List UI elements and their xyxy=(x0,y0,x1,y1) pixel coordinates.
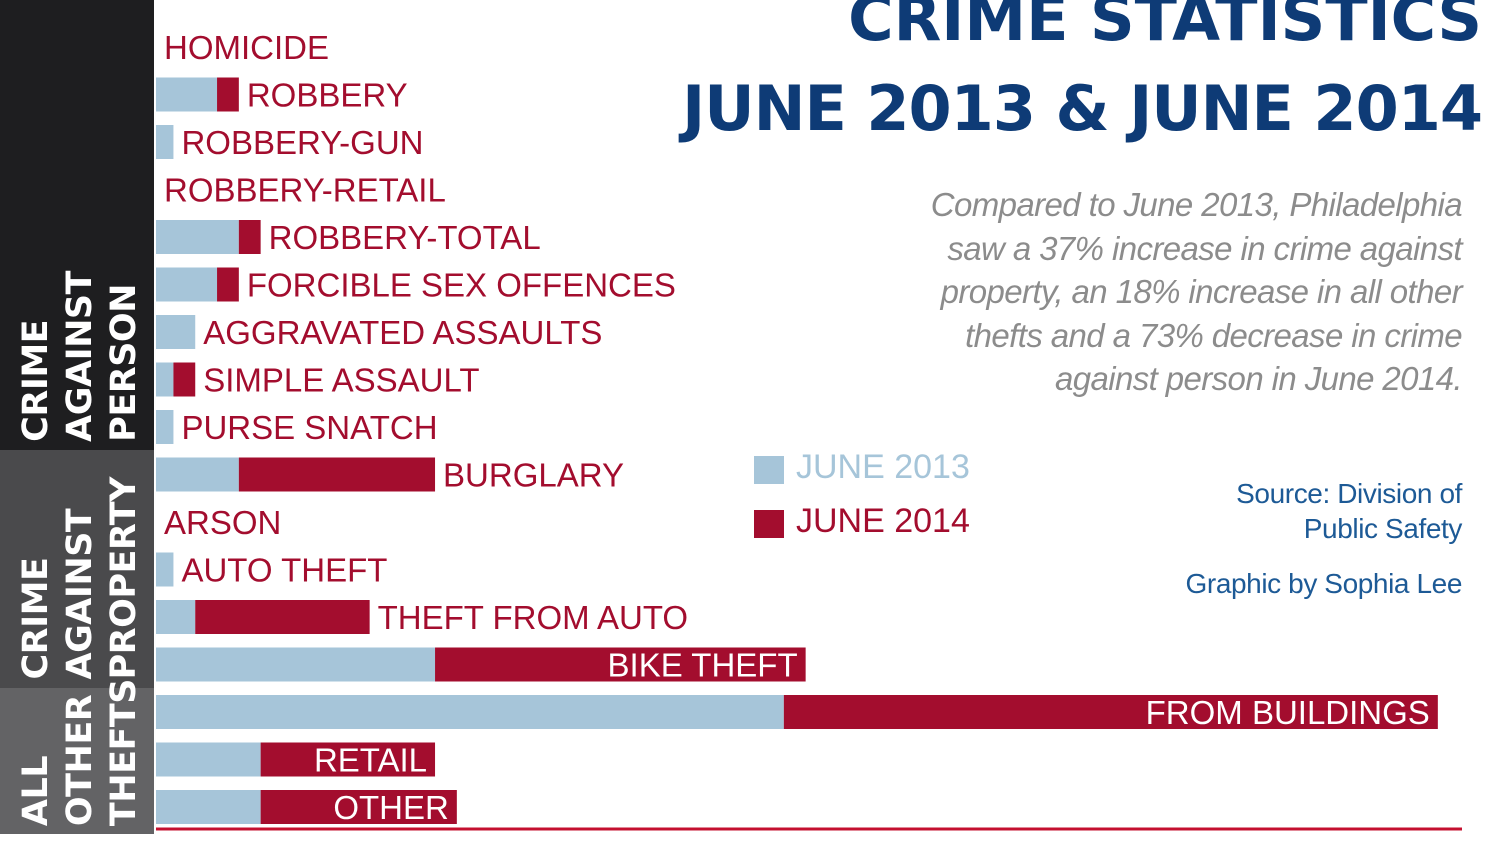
bar-june-2014-robbery-total xyxy=(238,220,261,254)
bar-june-2013-robbery-total xyxy=(156,220,239,254)
group-person-band: CRIME AGAINST PERSON xyxy=(0,0,154,450)
chart-title-line2: JUNE 2013 & JUNE 2014 xyxy=(682,72,1483,145)
graphic-credit: Graphic by Sophia Lee xyxy=(1185,568,1463,599)
category-label-robbery-retail: ROBBERY-RETAIL xyxy=(164,172,446,209)
category-label-forcible-sex-offences: FORCIBLE SEX OFFENCES xyxy=(247,267,676,304)
bar-june-2013-robbery xyxy=(156,77,218,112)
legend-label-june-2014: JUNE 2014 xyxy=(796,502,970,540)
bar-june-2013-simple-assault xyxy=(156,362,174,397)
category-label-purse-snatch: PURSE SNATCH xyxy=(181,409,437,446)
category-label-bike-theft: BIKE THEFT xyxy=(608,647,798,684)
bar-june-2013-from-buildings xyxy=(156,695,784,729)
chart-title-line1: CRIME STATISTICS xyxy=(848,0,1482,55)
category-label-robbery-total: ROBBERY-TOTAL xyxy=(269,219,541,256)
legend-swatch-june-2013 xyxy=(754,456,784,484)
bar-june-2014-retail xyxy=(260,742,436,777)
category-label-aggravated-assaults: AGGRAVATED ASSAULTS xyxy=(203,314,602,351)
category-label-simple-assault: SIMPLE ASSAULT xyxy=(203,362,479,399)
bar-june-2013-other xyxy=(156,790,261,824)
category-label-other: OTHER xyxy=(333,789,449,826)
bar-june-2013-aggravated-assaults xyxy=(156,315,196,349)
bar-june-2013-robbery-gun xyxy=(156,125,174,159)
bar-june-2014-forcible-sex-offences xyxy=(217,267,239,302)
bar-june-2014-from-buildings xyxy=(783,695,1438,729)
bar-june-2013-purse-snatch xyxy=(156,410,174,444)
category-label-robbery-gun: ROBBERY-GUN xyxy=(181,124,423,161)
bar-june-2013-burglary xyxy=(156,457,239,492)
category-label-retail: RETAIL xyxy=(314,742,427,779)
bar-june-2013-theft-from-auto xyxy=(156,600,196,634)
bar-june-2014-robbery xyxy=(217,77,239,112)
bar-june-2013-bike-theft xyxy=(156,647,436,682)
legend-swatch-june-2014 xyxy=(754,510,784,538)
bar-june-2013-retail xyxy=(156,742,261,777)
source-credit: Source: Division of Public Safety xyxy=(1236,478,1462,544)
category-label-arson: ARSON xyxy=(164,504,281,541)
bar-june-2014-other xyxy=(260,790,457,824)
bar-june-2014-simple-assault xyxy=(173,362,196,397)
category-label-theft-from-auto: THEFT FROM AUTO xyxy=(378,599,688,636)
group-other-band: ALL OTHER THEFTS xyxy=(0,679,154,834)
bar-june-2013-auto-theft xyxy=(156,552,174,587)
bar-june-2013-forcible-sex-offences xyxy=(156,267,218,302)
summary-text: Compared to June 2013, Philadelphia saw … xyxy=(930,186,1463,397)
legend-label-june-2013: JUNE 2013 xyxy=(796,448,970,486)
category-label-auto-theft: AUTO THEFT xyxy=(181,552,387,589)
category-label-from-buildings: FROM BUILDINGS xyxy=(1146,694,1430,731)
bar-june-2014-bike-theft xyxy=(435,647,806,682)
category-label-robbery: ROBBERY xyxy=(247,77,408,114)
category-label-homicide: HOMICIDE xyxy=(164,29,329,66)
group-property-band: CRIME AGAINST PROPERTY xyxy=(0,450,154,688)
bar-june-2014-burglary xyxy=(238,457,436,492)
category-label-burglary: BURGLARY xyxy=(443,457,624,494)
bar-june-2014-theft-from-auto xyxy=(195,600,370,634)
